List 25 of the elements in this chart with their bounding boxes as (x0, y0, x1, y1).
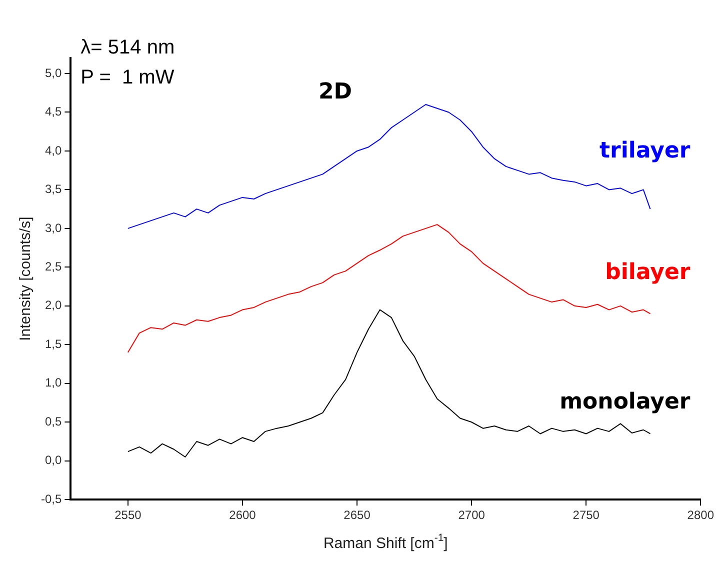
series-label: monolayer (560, 389, 690, 414)
y-tick-label: 4,0 (44, 143, 62, 158)
y-tick-label: 2,0 (44, 298, 62, 312)
x-tick-label: 2750 (572, 508, 600, 522)
y-tick-label: 4,5 (44, 104, 62, 119)
y-tick-label: 1,0 (44, 376, 62, 390)
x-tick-label: 2550 (114, 508, 142, 522)
y-axis-title: Intensity [counts/s] (17, 216, 34, 341)
x-tick-label: 2650 (344, 508, 371, 522)
y-tick-label: -0,5 (40, 492, 62, 506)
y-tick-label: 1,5 (44, 336, 62, 351)
series-label: bilayer (605, 260, 690, 286)
x-tick-label: 2600 (229, 508, 256, 522)
series-label: trilayer (600, 138, 690, 164)
y-tick-label: 3,0 (44, 220, 62, 235)
y-tick-label: 0,0 (44, 453, 62, 468)
x-tick-label: 2800 (687, 508, 714, 522)
y-tick-label: 5,0 (44, 66, 62, 80)
y-tick-label: 2,5 (44, 259, 62, 274)
annotation: 2D (318, 80, 352, 105)
x-tick-label: 2700 (458, 508, 486, 522)
annotation: λ= 514 nm (80, 36, 175, 59)
annotation: P = 1 mW (80, 66, 174, 89)
y-tick-label: 0,5 (44, 414, 62, 428)
y-tick-label: 3,5 (44, 182, 62, 196)
